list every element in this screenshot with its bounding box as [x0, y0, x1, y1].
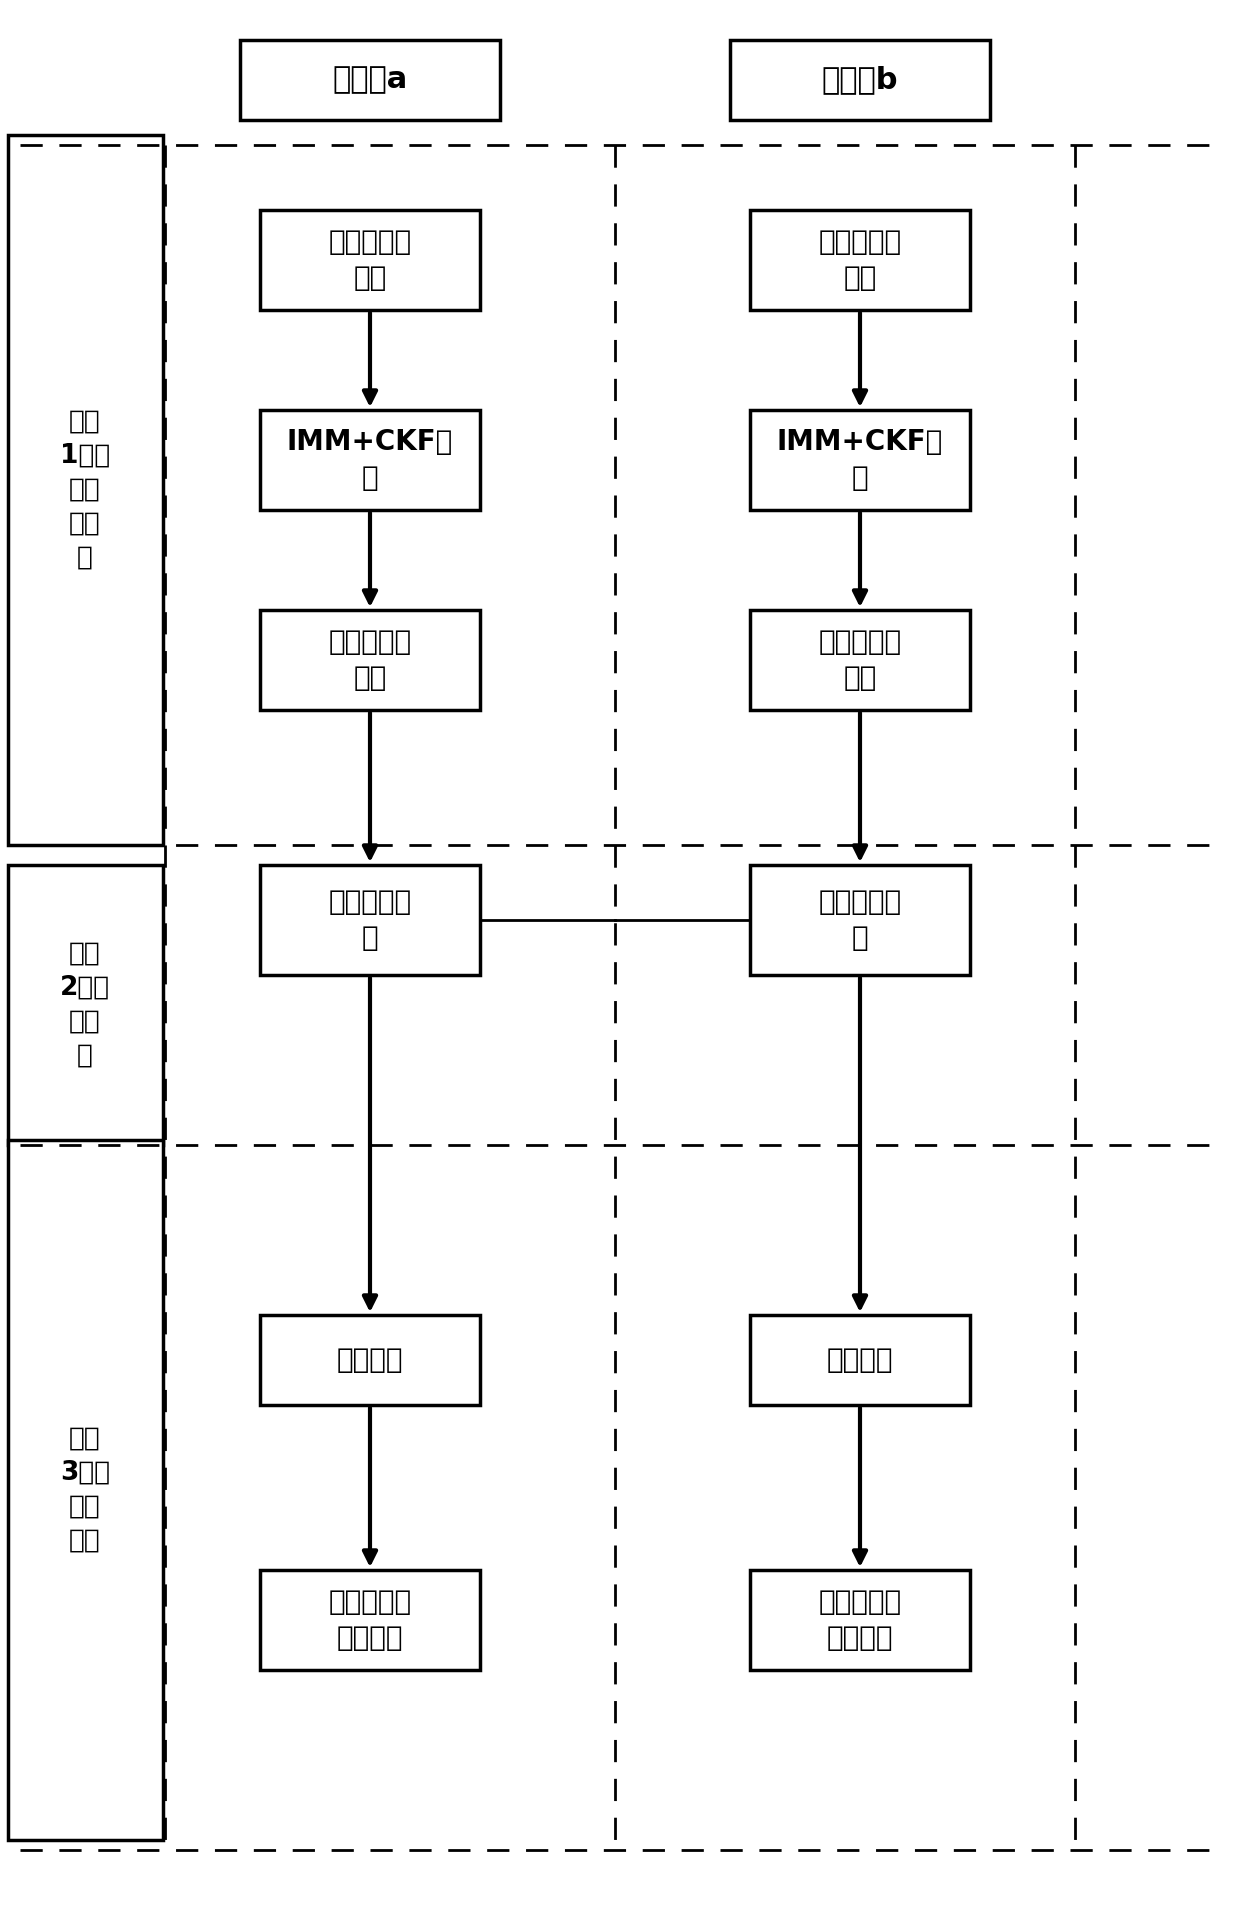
Bar: [260, 609, 480, 711]
Bar: [260, 411, 480, 510]
Bar: [260, 1314, 480, 1406]
Bar: [7, 136, 162, 844]
Text: 本节点观测
信息: 本节点观测 信息: [818, 227, 901, 292]
Bar: [7, 1140, 162, 1839]
Text: 阶段
3：融
合及
输出: 阶段 3：融 合及 输出: [60, 1427, 110, 1555]
Bar: [260, 865, 480, 974]
Text: IMM+CKF算
法: IMM+CKF算 法: [777, 428, 944, 493]
Bar: [260, 1570, 480, 1669]
Bar: [750, 210, 970, 309]
Bar: [750, 1570, 970, 1669]
Text: 观测者a: 观测者a: [332, 65, 408, 94]
Text: 形式转化及
结果输出: 形式转化及 结果输出: [818, 1587, 901, 1652]
Text: 观测者b: 观测者b: [822, 65, 898, 94]
Text: 目标跟踪结
果: 目标跟踪结 果: [329, 888, 412, 953]
Bar: [750, 865, 970, 974]
Bar: [750, 411, 970, 510]
Text: 数据融合: 数据融合: [337, 1347, 403, 1373]
Bar: [241, 40, 500, 120]
Text: 阶段
2：信
息共
享: 阶段 2：信 息共 享: [60, 942, 110, 1070]
Bar: [750, 1314, 970, 1406]
Text: 阶段
1：本
地信
总处
理: 阶段 1：本 地信 总处 理: [60, 409, 110, 571]
Bar: [260, 210, 480, 309]
Bar: [730, 40, 990, 120]
Text: 数据融合: 数据融合: [827, 1347, 893, 1373]
Text: IMM+CKF算
法: IMM+CKF算 法: [286, 428, 453, 493]
Bar: [750, 609, 970, 711]
Text: 转换为信息
形式: 转换为信息 形式: [818, 628, 901, 693]
Text: 目标跟踪结
果: 目标跟踪结 果: [818, 888, 901, 953]
Text: 形式转化及
结果输出: 形式转化及 结果输出: [329, 1587, 412, 1652]
Text: 本节点观测
信息: 本节点观测 信息: [329, 227, 412, 292]
Text: 转换为信息
形式: 转换为信息 形式: [329, 628, 412, 693]
Bar: [7, 865, 162, 1144]
